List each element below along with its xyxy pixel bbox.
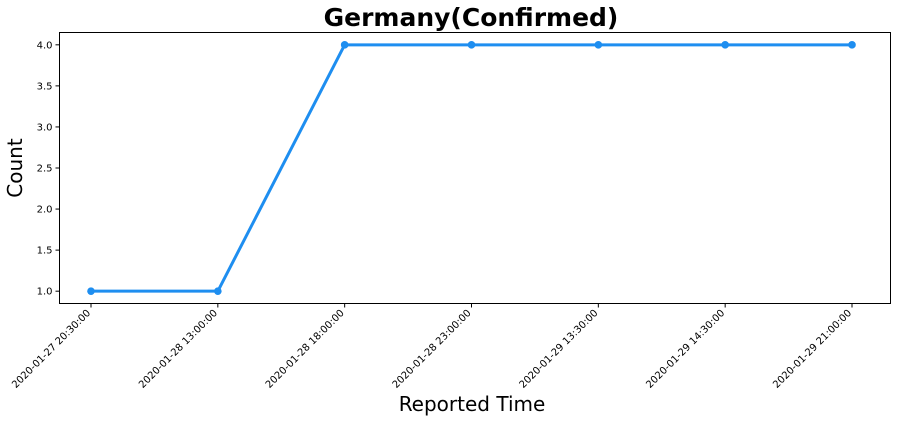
data-point xyxy=(340,41,349,49)
x-tick-label: 2020-01-28 18:00:00 xyxy=(264,308,347,391)
data-point xyxy=(467,41,476,49)
plot-area-frame xyxy=(59,32,891,304)
x-tick-label: 2020-01-29 14:30:00 xyxy=(644,308,727,391)
y-tick-label: 1.5 xyxy=(37,246,53,257)
y-axis-label: Count xyxy=(3,138,27,198)
data-point xyxy=(594,41,603,49)
y-tick-label: 2.0 xyxy=(37,205,53,216)
x-axis: 2020-01-27 20:30:00 2020-01-28 13:00:00 20… xyxy=(10,303,854,391)
y-axis: 1.0 1.5 2.0 2.5 3.0 3.5 4.0 xyxy=(37,40,60,298)
data-point xyxy=(87,287,95,295)
series-line xyxy=(89,43,854,293)
x-axis-label: Reported Time xyxy=(399,392,546,416)
x-tick-label: 2020-01-28 13:00:00 xyxy=(137,308,220,391)
y-tick-label: 1.0 xyxy=(37,287,53,298)
y-tick-label: 3.0 xyxy=(37,122,53,133)
chart-title: Germany(Confirmed) xyxy=(324,3,619,32)
data-point xyxy=(721,41,729,49)
x-tick-label: 2020-01-29 21:00:00 xyxy=(771,308,854,391)
series-layer xyxy=(87,41,856,295)
x-tick-label: 2020-01-28 23:00:00 xyxy=(391,308,474,391)
y-tick-label: 2.5 xyxy=(37,164,53,175)
y-tick-label: 3.5 xyxy=(37,81,53,92)
data-point xyxy=(848,41,856,49)
data-point xyxy=(214,287,222,295)
y-tick-label: 4.0 xyxy=(37,40,53,51)
x-tick-label: 2020-01-29 13:30:00 xyxy=(518,308,601,391)
x-tick-label: 2020-01-27 20:30:00 xyxy=(10,308,93,391)
